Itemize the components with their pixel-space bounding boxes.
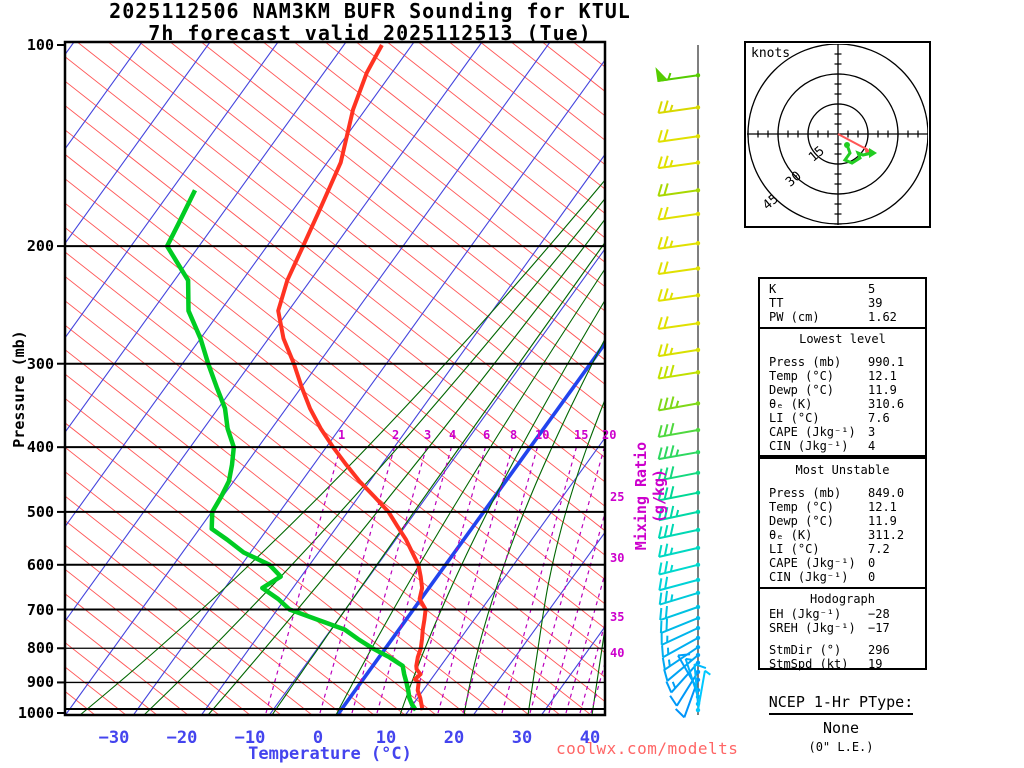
index-row: Dewp (°C) 11.9 — [769, 514, 897, 528]
wind-barb — [669, 669, 701, 707]
wind-barb — [657, 206, 701, 221]
wind-barb — [658, 543, 701, 558]
index-row: Press (mb) 990.1 — [769, 355, 905, 369]
wind-barb — [657, 183, 701, 197]
wind-barb — [658, 590, 701, 606]
wind-barb — [657, 445, 701, 461]
wind-barb — [660, 625, 701, 646]
index-row: CIN (Jkg⁻¹) 4 — [769, 439, 876, 453]
wind-barb — [661, 635, 701, 659]
index-row: Temp (°C) 12.1 — [769, 500, 897, 514]
index-row: StmDir (°) 296 — [769, 643, 890, 657]
index-row: CAPE (Jkg⁻¹) 0 — [769, 556, 876, 570]
table-divider — [760, 327, 925, 329]
wind-barb — [677, 653, 701, 693]
wind-barbs — [655, 67, 711, 719]
wind-barb — [657, 396, 701, 412]
wind-barb — [655, 67, 701, 82]
index-row: LI (°C) 7.2 — [769, 542, 890, 556]
storm-motion-rows: StmDir (°) 296 StmSpd (kt) 19 — [760, 643, 925, 671]
indices-box-lowest: K 5 TT 39 PW (cm) 1.62 Lowest level Press (mb… — [758, 277, 927, 457]
wind-barb — [658, 560, 701, 576]
index-row: CIN (Jkg⁻¹) 0 — [769, 570, 876, 584]
index-row: Temp (°C) 12.1 — [769, 369, 897, 383]
storm-motion-arrow — [837, 133, 869, 151]
hodograph-trace — [842, 144, 873, 165]
wind-barb — [659, 615, 701, 635]
index-row: Dewp (°C) 11.9 — [769, 383, 897, 397]
wind-barb — [665, 660, 701, 694]
index-row: EH (Jkg⁻¹) −28 — [769, 607, 890, 621]
title-line-2: 7h forecast valid 2025112513 (Tue) — [148, 21, 592, 45]
index-row: TT 39 — [769, 296, 883, 310]
lowest-level-heading: Lowest level — [799, 332, 886, 346]
summary-index-rows: K 5 TT 39 PW (cm) 1.62 — [760, 282, 925, 324]
wind-barb — [657, 466, 701, 482]
wind-barb — [657, 523, 701, 540]
indices-box-mu-hodo: Most Unstable Press (mb) 849.0 Temp (°C) 12… — [758, 457, 927, 671]
wind-barb — [657, 316, 701, 330]
chart-titles: 2025112506 NAM3KM BUFR Sounding for KTUL… — [20, 0, 720, 44]
hodograph-heading: Hodograph — [809, 592, 876, 606]
title-line-1: 2025112506 NAM3KM BUFR Sounding for KTUL — [109, 0, 631, 23]
pressure-gridlines — [57, 40, 607, 717]
wind-barb — [695, 669, 711, 713]
lowest-level-rows: Press (mb) 990.1 Temp (°C) 12.1 Dewp (°C) 11.… — [760, 355, 925, 453]
wind-barb — [659, 604, 701, 621]
ptype-liquid-equivalent: (0" L.E.) — [808, 740, 874, 754]
wind-barb — [657, 343, 701, 358]
wind-barb — [661, 645, 701, 671]
index-row: θₑ (K) 311.2 — [769, 528, 905, 542]
wind-barb — [663, 652, 701, 682]
index-row: θₑ (K) 310.6 — [769, 397, 905, 411]
ptype-block: NCEP 1-Hr PType: None (0" L.E.) — [748, 692, 934, 754]
index-row: LI (°C) 7.6 — [769, 411, 890, 425]
wind-barb — [657, 422, 701, 438]
wind-barb — [657, 261, 701, 275]
index-row: StmSpd (kt) 19 — [769, 657, 883, 671]
dewpoint-trace — [164, 189, 418, 712]
plot-area — [65, 42, 605, 715]
index-row: Press (mb) 849.0 — [769, 486, 905, 500]
wind-barb — [658, 576, 701, 592]
wind-barb — [657, 100, 701, 114]
wind-barb — [657, 288, 701, 302]
index-row: CAPE (Jkg⁻¹) 3 — [769, 425, 876, 439]
most-unstable-heading: Most Unstable — [795, 463, 890, 477]
temperature-trace — [276, 44, 428, 711]
table-divider — [760, 587, 925, 589]
index-row: SREH (Jkg⁻¹) −17 — [769, 621, 890, 635]
hodograph-rows: EH (Jkg⁻¹) −28 SREH (Jkg⁻¹) −17 — [760, 607, 925, 635]
ptype-heading: NCEP 1-Hr PType: — [768, 693, 914, 715]
wind-barb — [657, 129, 701, 143]
mixing-ratio-lines — [265, 444, 605, 714]
wind-barb — [657, 236, 701, 250]
wind-barb — [657, 155, 701, 170]
most-unstable-rows: Press (mb) 849.0 Temp (°C) 12.1 Dewp (°C) 11.… — [760, 486, 925, 584]
hodograph-panel — [744, 41, 931, 228]
ptype-value: None — [822, 719, 860, 737]
wind-barb — [657, 505, 701, 522]
wind-barb — [657, 486, 701, 502]
index-row: PW (cm) 1.62 — [769, 310, 897, 324]
wind-barb — [657, 364, 701, 380]
